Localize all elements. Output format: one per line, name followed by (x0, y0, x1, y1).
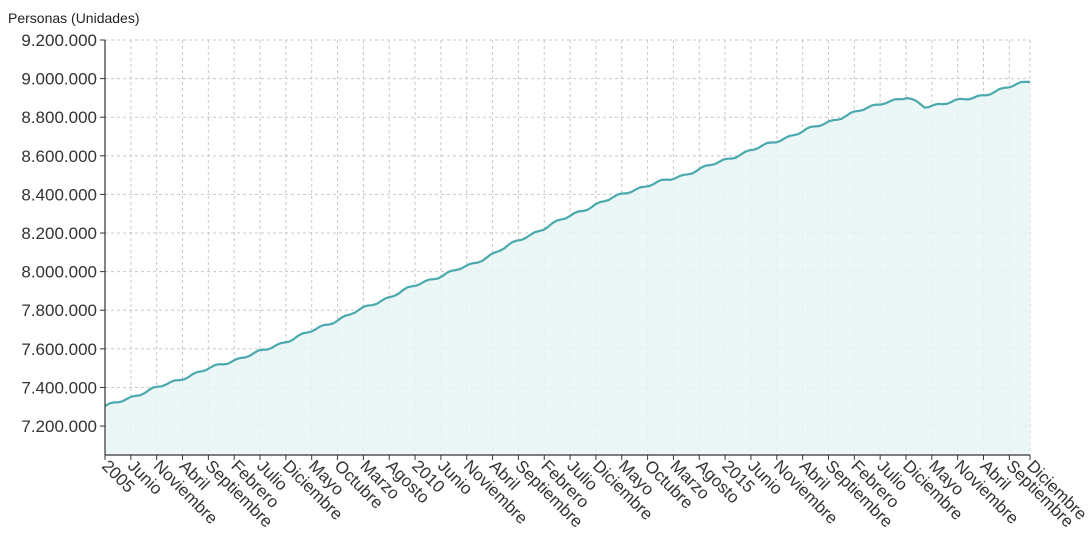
x-ticks: 2005JunioNoviembreAbrilSeptiembreFebrero… (98, 455, 1089, 531)
y-tick-label: 9.200.000 (21, 31, 97, 50)
y-tick-label: 9.000.000 (21, 70, 97, 89)
y-tick-label: 7.400.000 (21, 378, 97, 397)
y-tick-label: 8.800.000 (21, 108, 97, 127)
y-ticks: 7.200.000 7.400.000 7.600.000 7.800.000 8.00… (21, 31, 105, 436)
y-tick-label: 8.000.000 (21, 263, 97, 282)
y-axis-title: Personas (Unidades) (8, 10, 140, 26)
area-fill (105, 81, 1030, 456)
y-tick-label: 8.200.000 (21, 224, 97, 243)
y-tick-label: 8.400.000 (21, 185, 97, 204)
y-tick-label: 7.600.000 (21, 340, 97, 359)
y-tick-label: 7.200.000 (21, 417, 97, 436)
y-tick-label: 8.600.000 (21, 147, 97, 166)
series-line (104, 80, 1031, 408)
y-tick-label: 7.800.000 (21, 301, 97, 320)
